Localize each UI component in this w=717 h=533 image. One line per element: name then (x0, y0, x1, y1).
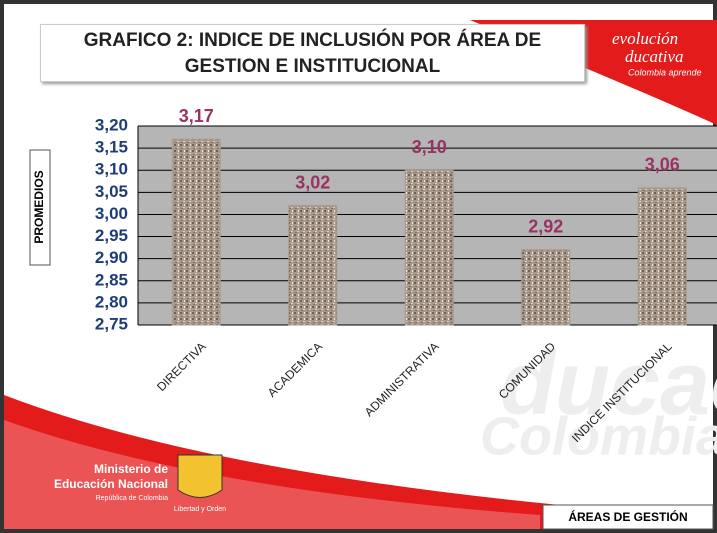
x-axis-label: ÁREAS DE GESTIÓN (568, 509, 687, 524)
value-label: 3,02 (295, 172, 330, 192)
ministry: Educación Nacional (54, 477, 168, 491)
bar (289, 206, 337, 325)
value-label: 2,92 (528, 217, 563, 237)
bar (638, 188, 686, 325)
value-label: 3,10 (412, 137, 447, 157)
slide: ducac Colombia evolución ducativa Colomb… (0, 0, 717, 533)
coat-of-arms (178, 455, 222, 498)
y-axis-label: PROMEDIOS (32, 170, 46, 243)
bar (405, 170, 453, 325)
ministry: República de Colombia (96, 495, 168, 502)
y-tick-label: 2,95 (95, 226, 128, 245)
logo-text: ducativa (625, 47, 684, 66)
y-tick-label: 3,10 (95, 160, 128, 179)
chart-title: GRAFICO 2: INDICE DE INCLUSIÓN POR ÁREA … (40, 24, 585, 82)
y-tick-label: 2,75 (95, 314, 128, 333)
y-tick-label: 2,80 (95, 292, 128, 311)
value-label: 3,17 (179, 106, 214, 126)
motto: Libertad y Orden (174, 506, 226, 513)
y-tick-label: 2,85 (95, 270, 128, 289)
y-tick-label: 3,05 (95, 182, 128, 201)
bar (172, 139, 220, 325)
y-tick-label: 3,15 (95, 138, 128, 157)
y-tick-label: 3,00 (95, 204, 128, 223)
logo-text: evolución (612, 29, 678, 48)
logo-text: Colombia aprende (628, 67, 702, 77)
value-label: 3,06 (645, 155, 680, 175)
y-tick-label: 2,90 (95, 248, 128, 267)
ministry: Ministerio de (94, 462, 168, 476)
y-tick-label: 3,20 (95, 115, 128, 134)
bar (522, 250, 570, 325)
